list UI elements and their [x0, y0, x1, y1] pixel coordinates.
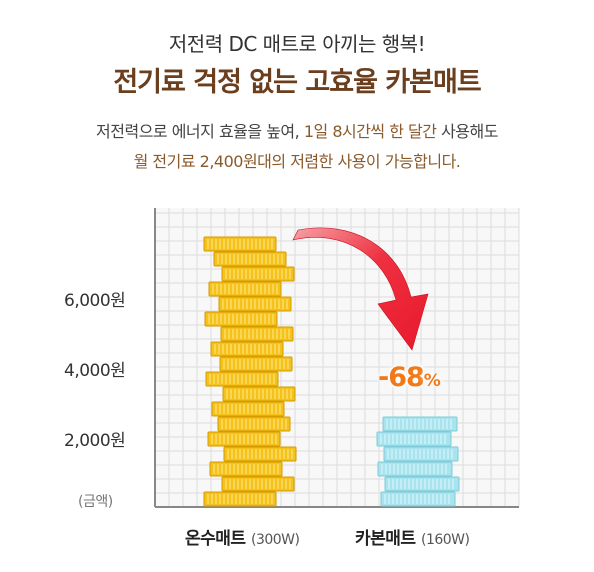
- x-label-2-name: 카본매트: [355, 529, 416, 549]
- coin-2: [383, 446, 459, 462]
- description-line-1: 저전력으로 에너지 효율을 높여, 1일 8시간씩 한 달간 사용해도: [0, 118, 594, 142]
- coin-2: [384, 476, 460, 492]
- x-label-2: 카본매트 (160W): [355, 524, 470, 549]
- desc-text-a: 저전력으로 에너지 효율을 높여,: [96, 122, 304, 141]
- reduction-unit: %: [423, 371, 441, 391]
- desc-highlight: 1일 8시간씩 한 달간: [303, 122, 437, 141]
- coin-2: [380, 491, 456, 507]
- reduction-arrow: [292, 227, 429, 351]
- reduction-value: -68: [378, 362, 425, 393]
- header-title: 전기료 걱정 없는 고효율 카본매트: [113, 67, 481, 98]
- description-line-2: 월 전기료 2,400원대의 저렴한 사용이 가능합니다.: [133, 152, 461, 171]
- y-tick-label: 6,000원: [64, 291, 126, 311]
- x-label-1-name: 온수매트: [185, 529, 246, 549]
- reduction-annotation: -68%: [378, 362, 441, 393]
- x-label-1: 온수매트 (300W): [185, 524, 300, 549]
- coin-2: [382, 416, 458, 432]
- desc-text-c: 사용해도: [436, 122, 498, 141]
- coin-2: [377, 461, 453, 477]
- x-label-2-sub: (160W): [420, 532, 470, 548]
- y-axis-label: (금액): [78, 494, 113, 510]
- y-tick-label: 4,000원: [64, 361, 126, 381]
- coin-2: [376, 431, 452, 447]
- x-label-1-sub: (300W): [250, 532, 300, 548]
- header-subtitle: 저전력 DC 매트로 아끼는 행복!: [168, 32, 426, 56]
- y-tick-label: 2,000원: [64, 431, 126, 451]
